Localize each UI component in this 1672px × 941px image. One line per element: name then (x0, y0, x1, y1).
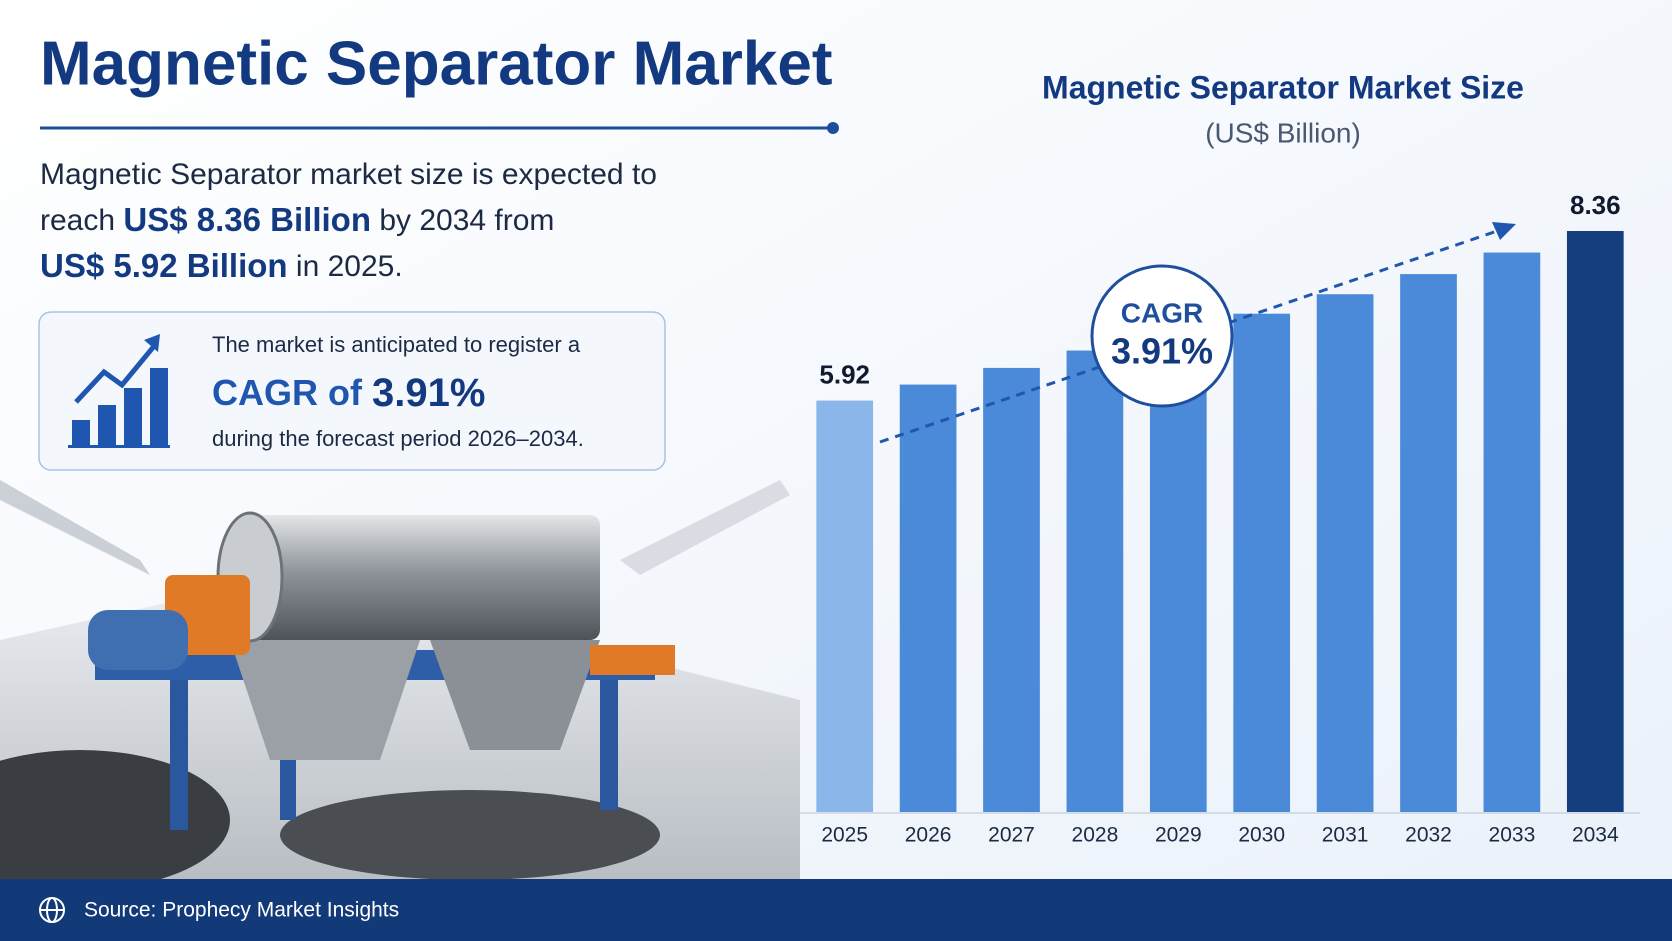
bar (1483, 252, 1541, 813)
callout-text: The market is anticipated to register a (212, 332, 581, 357)
icon-base (68, 445, 170, 448)
intro-text: reach (40, 204, 123, 237)
callout-text: during the forecast period 2026–2034. (212, 426, 584, 451)
icon-bar (150, 368, 168, 447)
intro-highlight: US$ 8.36 Billion (123, 201, 371, 238)
x-tick-label: 2031 (1322, 824, 1369, 847)
intro-text: Magnetic Separator market size is expect… (40, 158, 657, 191)
icon-arrow (74, 343, 157, 404)
bar-chart: Magnetic Separator Market Size (US$ Bill… (800, 69, 1640, 847)
chart-title: Magnetic Separator Market Size (1042, 69, 1524, 105)
cagr-badge (1090, 264, 1234, 408)
icon-arrowhead (144, 334, 160, 352)
intro-text: by 2034 from (371, 204, 554, 237)
x-tick-label: 2034 (1572, 824, 1619, 847)
intro-text: reach US$ 8.36 Billion by 2034 from (40, 201, 554, 238)
x-tick-label: 2025 (821, 824, 868, 847)
callout-box (38, 311, 666, 471)
machine-illustration (0, 480, 800, 890)
conveyor (0, 480, 150, 575)
bar (816, 400, 874, 812)
motor (88, 610, 188, 670)
bar (1566, 231, 1624, 812)
chart-subtitle: (US$ Billion) (1205, 117, 1361, 148)
callout-highlight: CAGR of 3.91% (212, 371, 485, 415)
intro-text: in 2025. (288, 250, 403, 283)
title-rule-dot (827, 122, 839, 134)
cagr-value: 3.91% (1111, 331, 1213, 372)
intro-text: US$ 5.92 Billion in 2025. (40, 247, 403, 284)
bar (1400, 274, 1457, 813)
intro-highlight: US$ 5.92 Billion (40, 247, 288, 284)
source-text: Source: Prophecy Market Insights (84, 899, 399, 922)
x-tick-label: 2032 (1405, 824, 1452, 847)
globe-icon (39, 897, 65, 923)
frame-leg (600, 680, 618, 810)
bracket (590, 645, 675, 675)
trend-arrowhead (1492, 222, 1516, 240)
value-label: 5.92 (819, 359, 870, 389)
footer-bar (0, 879, 1672, 941)
bar (1316, 294, 1374, 813)
bar (1233, 313, 1291, 812)
x-tick-label: 2030 (1238, 824, 1285, 847)
hopper (430, 640, 600, 750)
value-label: 8.36 (1570, 190, 1621, 220)
callout-highlight: 3.91% (372, 371, 485, 415)
x-tick-label: 2028 (1072, 824, 1119, 847)
ore-pile (280, 790, 660, 880)
growth-icon (68, 334, 170, 448)
icon-bar (72, 420, 90, 447)
bar (983, 367, 1040, 812)
x-tick-label: 2033 (1489, 824, 1536, 847)
callout-highlight: CAGR of (212, 372, 372, 413)
cagr-label: CAGR (1121, 297, 1203, 328)
x-tick-label: 2029 (1155, 824, 1202, 847)
x-tick-label: 2027 (988, 824, 1035, 847)
frame-leg (170, 680, 188, 830)
hopper (230, 640, 420, 760)
bar (1149, 332, 1207, 812)
drum (245, 515, 600, 640)
bar (899, 384, 957, 812)
icon-bar (124, 388, 142, 447)
bar (1066, 350, 1124, 812)
x-tick-label: 2026 (905, 824, 952, 847)
page-title: Magnetic Separator Market (40, 29, 832, 98)
conveyor (620, 480, 790, 575)
icon-bar (98, 405, 116, 447)
